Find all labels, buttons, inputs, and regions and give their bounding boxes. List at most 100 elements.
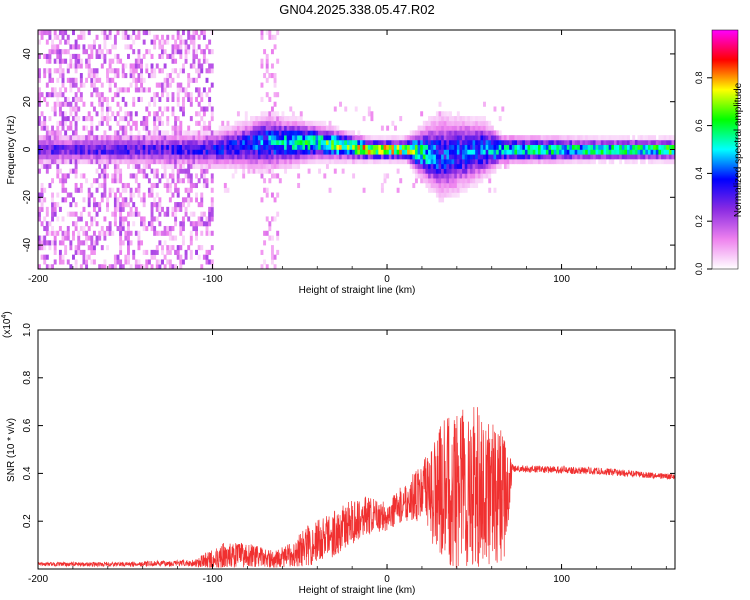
spectrogram-cell [619,139,623,146]
spectrogram-cell [184,149,188,155]
spectrogram-cell [346,144,350,150]
spectrogram-cell [449,187,452,193]
spectrogram-cell [349,154,353,160]
spectrogram-cell [140,240,144,246]
spectrogram-cell [538,159,541,165]
spectrogram-cell [56,168,60,174]
spectrogram-cell [38,154,41,160]
spectrogram-cell [459,120,463,126]
spectrogram-cell [443,130,447,136]
spectrogram-cell [195,197,198,203]
spectrogram-cell [414,168,418,174]
spectrogram-cell [61,135,65,141]
spectrogram-cell [92,197,96,203]
spectrogram-cell [77,44,81,50]
spectrogram-cell [438,178,442,184]
spectrogram-cell [74,182,78,189]
spectrogram-cell [456,187,460,193]
spectrogram-cell [158,120,162,126]
spectrogram-cell [79,144,83,150]
spectrogram-cell [43,120,47,126]
spectrogram-cell [278,130,282,136]
spectrogram-cell [64,235,68,241]
spectrogram-cell [472,149,476,155]
spectrogram-cell [655,159,659,165]
spectrogram-cell [189,149,193,155]
spectrogram-cell [637,149,641,155]
spectrogram-cell [417,135,421,141]
spectrogram-cell [121,240,125,246]
spectrogram-cell [524,139,528,146]
spectrogram-cell [257,135,261,141]
spectrogram-cell [244,116,248,122]
spectrogram-cell [312,154,316,160]
spectrogram-cell [551,139,555,146]
spectrogram-cell [632,135,636,141]
spectrogram-cell [236,144,240,150]
spectrogram-cell [333,130,337,136]
spectrogram-cell [155,245,159,251]
spectrogram-cell [273,139,277,146]
spectrogram-cell [433,187,437,193]
spectrogram-cell [307,120,311,126]
spectrogram-cell [250,130,253,136]
spectrogram-cell [299,116,303,122]
spectrogram-y-tick-label: 40 [22,48,33,60]
spectrogram-cell [74,58,78,64]
spectrogram-cell [106,96,109,102]
spectrogram-cell [435,125,439,131]
spectrogram-cell [116,254,120,260]
spectrogram-cell [82,197,86,203]
spectrogram-cell [627,139,630,146]
spectrogram-cell [221,159,225,165]
spectrogram-cell [655,139,659,146]
spectrogram-cell [257,125,261,131]
spectrogram-cell [365,149,369,155]
spectrogram-cell [64,30,68,36]
spectrogram-cell [168,230,172,236]
spectrogram-cell [362,154,366,160]
spectrogram-cell [236,130,240,136]
spectrogram-cell [284,120,287,126]
spectrogram-cell [51,135,55,141]
spectrogram-cell [197,163,201,169]
spectrogram-cell [435,182,439,189]
spectrogram-cell [208,101,212,107]
spectrogram-cell [441,159,445,165]
spectrogram-cell [56,49,60,55]
spectrogram-cell [40,187,44,193]
spectrogram-cell [428,187,431,193]
spectrogram-cell [469,120,473,126]
spectrogram-cell [145,106,149,112]
spectrogram-cell [551,154,555,160]
spectrogram-cell [422,149,426,155]
spectrogram-cell [236,125,240,131]
spectrogram-cell [276,192,280,198]
spectrogram-cell [58,149,62,155]
spectrogram-cell [619,154,623,160]
spectrogram-cell [255,154,259,160]
spectrogram-cell [72,96,75,102]
spectrogram-cell [242,130,246,136]
spectrogram-cell [493,106,497,112]
spectrogram-cell [163,144,167,150]
spectrogram-cell [658,144,662,150]
spectrogram-cell [87,130,91,136]
spectrogram-cell [150,225,154,232]
spectrogram-cell [40,144,44,150]
spectrogram-cell [179,130,183,136]
spectrogram-cell [87,30,91,36]
spectrogram-cell [95,221,99,227]
spectrogram-cell [257,168,261,174]
spectrogram-cell [318,159,322,165]
spectrogram-cell [85,264,89,269]
spectrogram-cell [51,144,55,150]
spectrogram-cell [260,163,264,169]
spectrogram-cell [195,49,198,55]
spectrogram-cell [236,120,240,126]
spectrogram-cell [69,63,73,69]
spectrogram-cell [307,149,311,155]
spectrogram-cell [137,130,141,136]
spectrogram-cell [181,101,185,107]
spectrogram-cell [142,120,146,126]
